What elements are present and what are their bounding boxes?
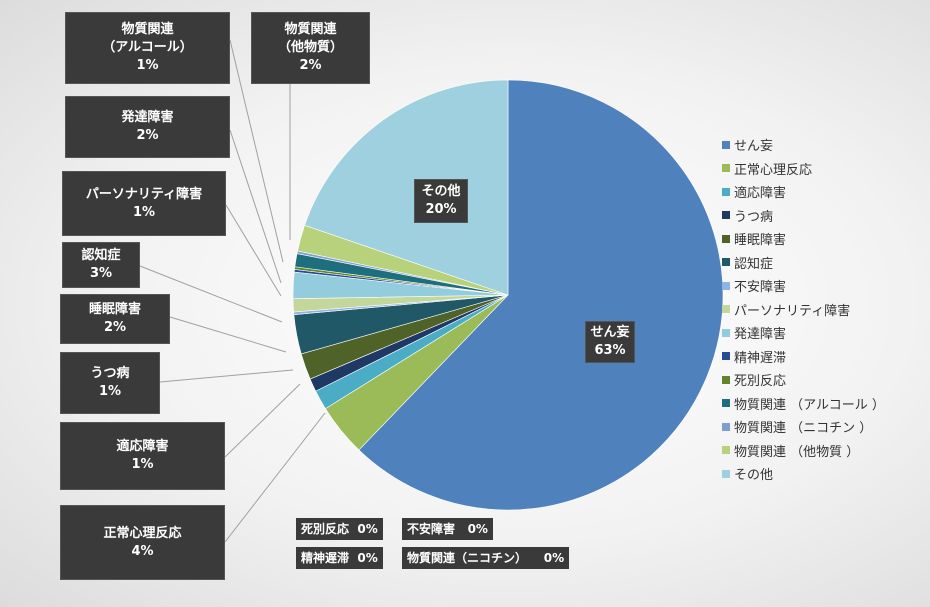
legend-item: 認知症 [722,251,885,275]
pie-slice-14 [304,79,509,296]
leader-line-dementia [139,265,283,323]
legend-label: パーソナリティ障害 [734,303,851,319]
legend: せん妄正常心理反応 適応障害うつ病睡眠障害認知症不安障害パーソナリティ障害 発達障害… [722,133,885,486]
leader-line-depression [159,369,294,383]
legend-swatch [722,164,730,173]
leader-line-normal [224,412,326,543]
legend-label: 睡眠障害 [734,233,787,249]
legend-item: 物質関連 （他物質 ） [722,439,885,463]
legend-swatch [722,375,730,384]
legend-swatch [722,422,730,431]
label-bereavement: 死別反応 0% [296,518,383,540]
legend-swatch [722,258,730,267]
legend-label: 適応障害 [734,186,787,202]
legend-item: 睡眠障害 [722,227,885,251]
label-other-substance: 物質関連 （他物質） 2% [251,12,370,84]
legend-item: 適応障害 [722,180,885,204]
legend-item: 物質関連 （ニコチン ） [722,415,885,439]
label-sendo: せん妄 63% [585,321,635,363]
legend-item: うつ病 [722,204,885,228]
legend-label: 不安障害 [734,280,787,296]
legend-swatch [722,234,730,243]
label-other: その他 20% [414,179,468,223]
label-adjustment: 適応障害 1% [60,422,225,490]
legend-swatch [722,211,730,220]
label-alcohol: 物質関連 （アルコール） 1% [65,12,230,84]
legend-item: パーソナリティ障害 [722,298,885,322]
leader-line-dev [229,129,282,284]
legend-label: 認知症 [734,256,774,272]
legend-swatch [722,352,730,361]
label-developmental: 発達障害 2% [65,96,230,158]
label-retardation: 精神遅滞 0% [296,547,383,569]
legend-item: 死別反応 [722,368,885,392]
legend-swatch [722,469,730,478]
legend-label: 物質関連 （他物質 ） [734,444,860,460]
label-dementia: 認知症 3% [62,242,140,288]
leader-line-alcohol [229,39,284,263]
legend-item: せん妄 [722,133,885,157]
legend-label: 精神遅滞 [734,350,787,366]
legend-label: その他 [734,468,774,484]
legend-item: 精神遅滞 [722,345,885,369]
pie-slice-0 [358,79,724,511]
legend-swatch [722,305,730,314]
legend-label: うつ病 [734,209,774,225]
leader-line-sleep [169,316,287,353]
legend-label: 正常心理反応 [734,162,813,178]
legend-item: その他 [722,462,885,486]
legend-swatch [722,328,730,337]
label-personality: パーソナリティ障害 1% [62,171,226,236]
label-depression: うつ病 1% [60,352,160,414]
legend-item: 正常心理反応 [722,157,885,181]
legend-label: 発達障害 [734,327,787,343]
legend-item: 物質関連 （アルコール ） [722,392,885,416]
legend-item: 発達障害 [722,321,885,345]
legend-swatch [722,399,730,408]
legend-swatch [722,187,730,196]
legend-item: 不安障害 [722,274,885,298]
legend-swatch [722,140,730,149]
leader-line-personality [225,204,282,297]
legend-label: 物質関連 （ニコチン ） [734,421,873,437]
label-nicotine: 物質関連（ニコチン） 0% [402,547,570,569]
label-anxiety: 不安障害 0% [402,518,493,540]
legend-label: せん妄 [734,139,774,155]
legend-swatch [722,446,730,455]
legend-label: 死別反応 [734,374,787,390]
legend-label: 物質関連 （アルコール ） [734,397,885,413]
legend-swatch [722,281,730,290]
label-sleep: 睡眠障害 2% [60,294,170,344]
leader-line-adjustment [224,383,301,458]
label-normal-reaction: 正常心理反応 4% [60,505,225,580]
